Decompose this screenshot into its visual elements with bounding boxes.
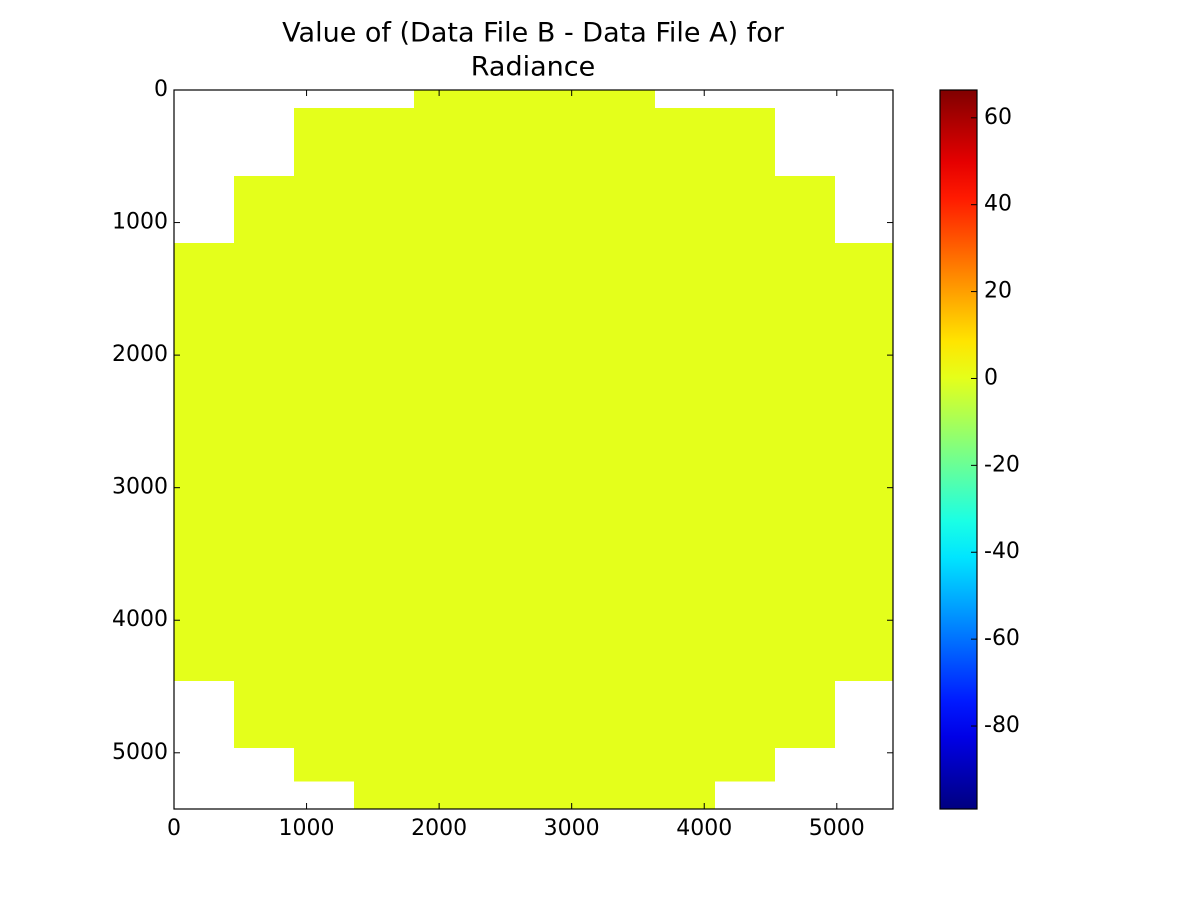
colorbar: [939, 89, 978, 810]
colorbar-tick-label: -20: [984, 452, 1020, 477]
y-tick-label: 2000: [112, 342, 168, 367]
y-tick-label: 1000: [112, 210, 168, 235]
y-tick-label: 0: [154, 77, 168, 102]
chart-title: Value of (Data File B - Data File A) for: [282, 18, 785, 49]
x-tick-label: 2000: [411, 816, 467, 841]
image-region: [413, 90, 655, 109]
image-region: [353, 781, 715, 809]
colorbar-tick-label: 60: [984, 105, 1012, 130]
x-tick-label: 0: [167, 816, 181, 841]
colorbar-tick-label: -60: [984, 626, 1020, 651]
x-tick-label: 1000: [279, 816, 335, 841]
x-tick-label: 5000: [809, 816, 865, 841]
image-region: [233, 175, 835, 243]
x-tick-label: 3000: [544, 816, 600, 841]
image-region: [293, 108, 775, 176]
image-region: [174, 242, 893, 681]
colorbar-tick-label: -40: [984, 539, 1020, 564]
colorbar-tick-label: 40: [984, 192, 1012, 217]
colorbar-tick-label: 20: [984, 279, 1012, 304]
image-region: [233, 680, 835, 748]
x-tick-label: 4000: [676, 816, 732, 841]
y-tick-label: 5000: [112, 740, 168, 765]
plot-frame: [173, 89, 894, 810]
y-tick-label: 4000: [112, 607, 168, 632]
image-region: [293, 747, 775, 782]
colorbar-tick-label: -80: [984, 713, 1020, 738]
chart-title: Radiance: [471, 52, 595, 83]
colorbar-tick-label: 0: [984, 365, 998, 390]
y-tick-label: 3000: [112, 475, 168, 500]
